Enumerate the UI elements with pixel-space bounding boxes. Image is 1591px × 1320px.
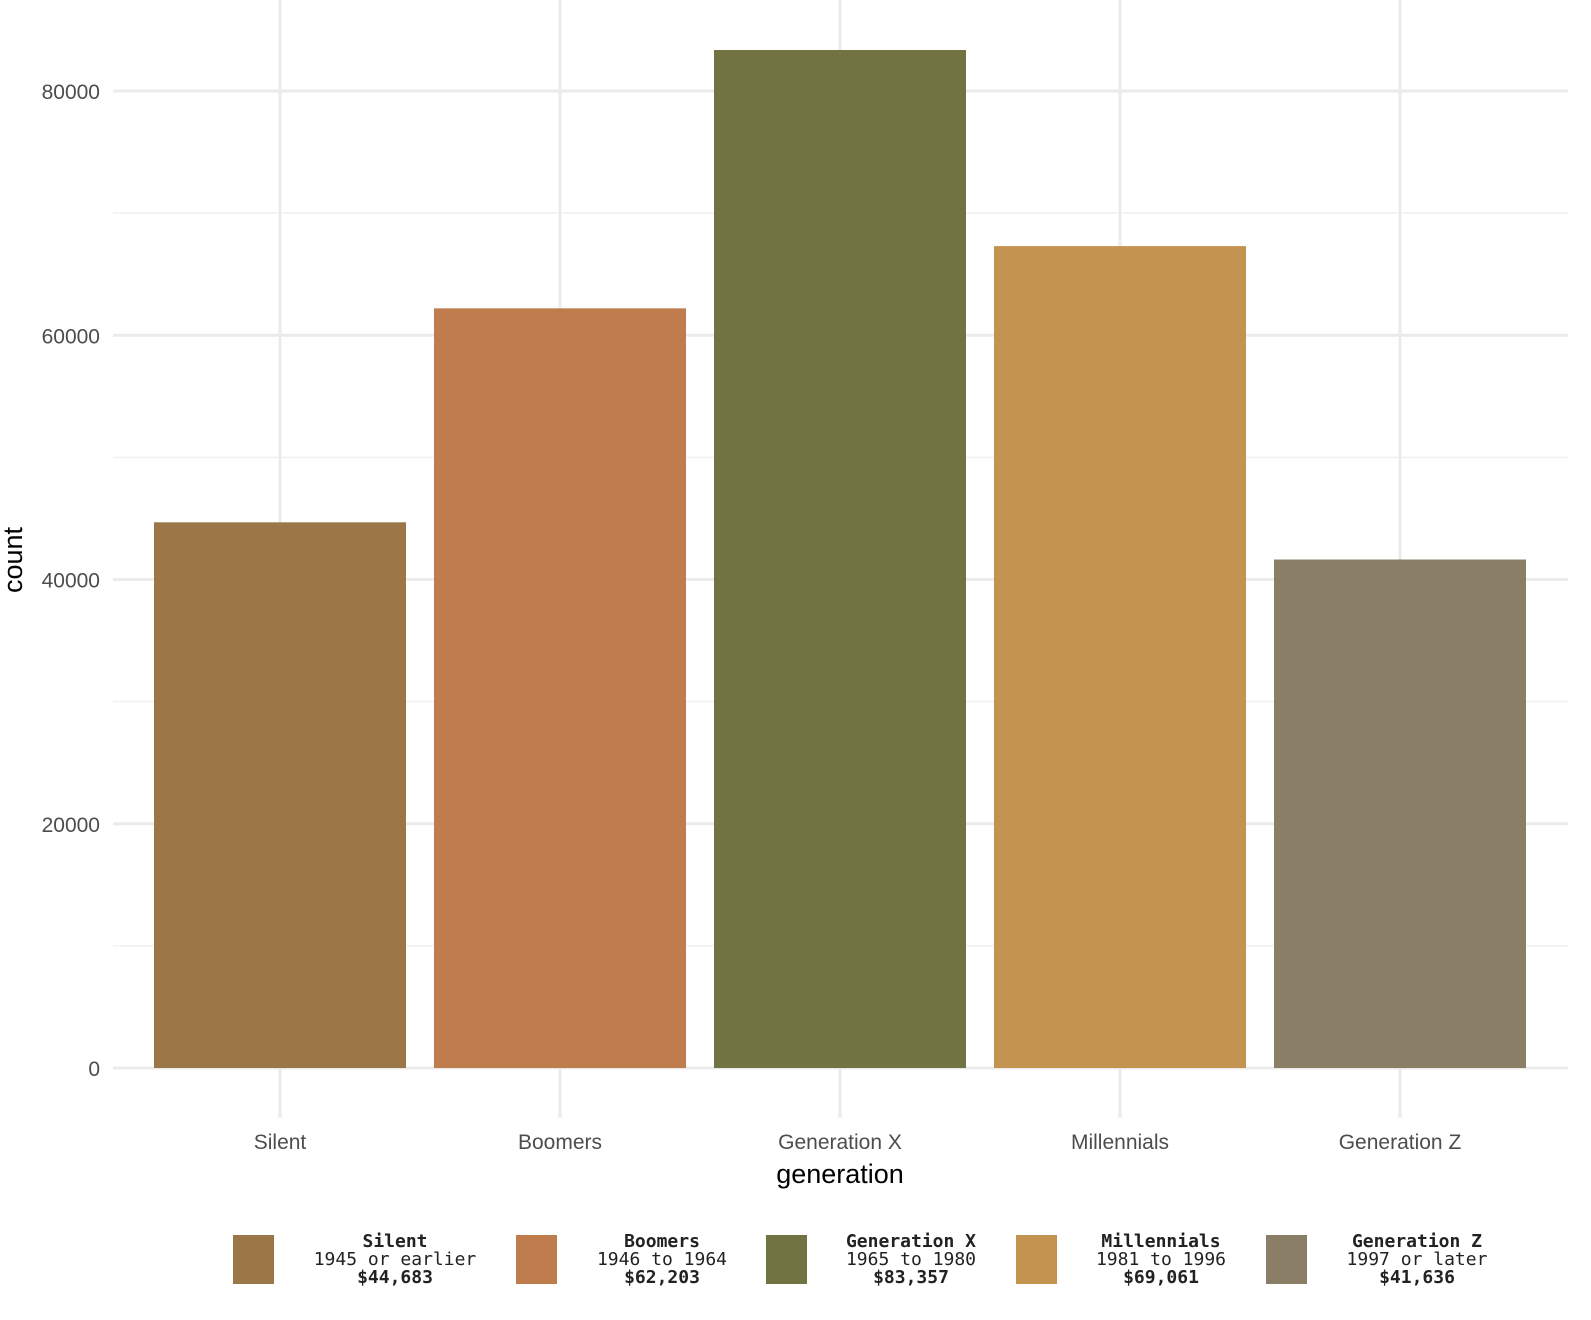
- legend-key: [1016, 1235, 1057, 1284]
- x-tick-label: Generation X: [778, 1131, 902, 1154]
- x-tick-label: Millennials: [1071, 1131, 1169, 1154]
- bar-millennials: [994, 246, 1246, 1068]
- legend-range: 1965 to 1980: [846, 1249, 976, 1270]
- legend-name: Generation Z: [1352, 1231, 1482, 1252]
- bars: [154, 50, 1526, 1069]
- legend-amount: $62,203: [624, 1267, 700, 1288]
- legend-range: 1946 to 1964: [597, 1249, 727, 1270]
- y-tick-label: 40000: [42, 570, 100, 593]
- y-tick-label: 80000: [42, 81, 100, 104]
- bar-generation-z: [1274, 559, 1526, 1068]
- legend-amount: $83,357: [873, 1267, 949, 1288]
- x-tick-label: Silent: [254, 1131, 307, 1154]
- y-tick-label: 0: [88, 1058, 100, 1081]
- legend-range: 1981 to 1996: [1096, 1249, 1226, 1270]
- x-tick-labels: Silent Boomers Generation X Millennials Gene…: [254, 1131, 1462, 1154]
- legend-name: Silent: [362, 1231, 427, 1252]
- x-axis-title: generation: [776, 1159, 904, 1189]
- y-tick-label: 20000: [42, 814, 100, 837]
- legend-key: [233, 1235, 274, 1284]
- x-tick-label: Boomers: [518, 1131, 602, 1154]
- bar-silent: [154, 522, 406, 1068]
- legend-name: Generation X: [846, 1231, 976, 1252]
- bar-boomers: [434, 308, 686, 1069]
- bar-generation-x: [714, 50, 966, 1069]
- legend-amount: $69,061: [1123, 1267, 1199, 1288]
- legend-range: 1997 or later: [1347, 1249, 1488, 1270]
- legend-amount: $41,636: [1379, 1267, 1455, 1288]
- y-axis-title: count: [0, 526, 28, 593]
- x-tick-label: Generation Z: [1339, 1131, 1462, 1154]
- legend-amount: $44,683: [357, 1267, 433, 1288]
- legend-name: Boomers: [624, 1231, 700, 1252]
- y-tick-label: 60000: [42, 325, 100, 348]
- legend-key: [516, 1235, 557, 1284]
- legend-name: Millennials: [1101, 1231, 1220, 1252]
- legend-key: [766, 1235, 807, 1284]
- y-tick-labels: 0 20000 40000 60000 80000: [42, 81, 100, 1081]
- legend-key: [1266, 1235, 1307, 1284]
- legend-range: 1945 or earlier: [314, 1249, 477, 1270]
